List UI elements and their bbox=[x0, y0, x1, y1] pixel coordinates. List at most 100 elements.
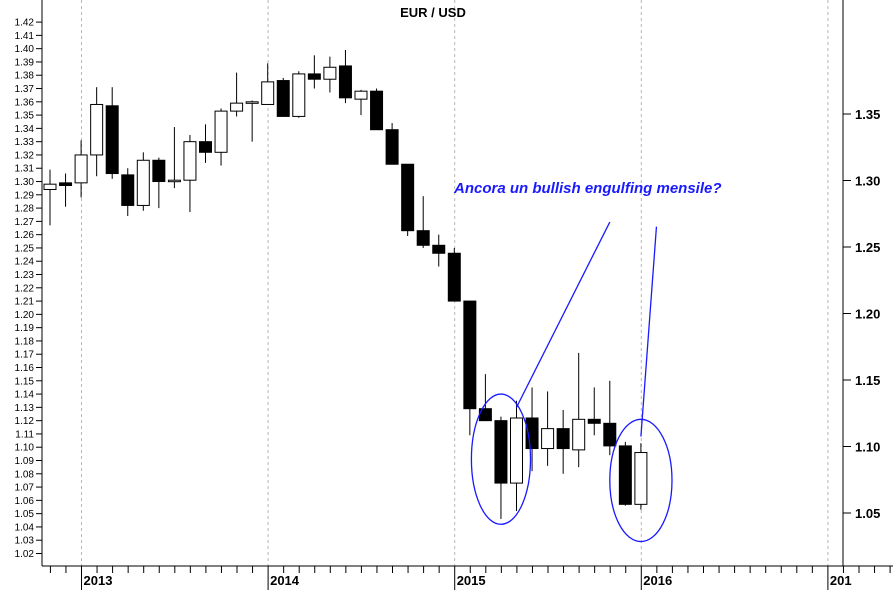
candle bbox=[385, 123, 399, 165]
candle bbox=[634, 443, 648, 510]
left-tick-label: 1.25 bbox=[15, 243, 35, 254]
left-tick-label: 1.17 bbox=[15, 350, 35, 361]
left-tick-label: 1.21 bbox=[15, 297, 35, 308]
candle-body-up bbox=[136, 159, 150, 206]
candle bbox=[43, 169, 57, 226]
candle-body-up bbox=[354, 90, 368, 100]
candle-body-down bbox=[385, 129, 399, 165]
left-tick-group: 1.42 1.41 1.40 1.39 1.38 1.37 1.36 1.35 1.34 1.33… bbox=[15, 18, 42, 560]
left-tick-label: 1.20 bbox=[15, 310, 35, 321]
candle bbox=[603, 380, 617, 456]
left-tick-label: 1.06 bbox=[15, 496, 35, 507]
candle bbox=[74, 140, 88, 198]
left-tick-label: 1.16 bbox=[15, 363, 35, 374]
candle-body-down bbox=[152, 159, 166, 183]
left-tick-label: 1.37 bbox=[15, 84, 35, 95]
left-tick-label: 1.19 bbox=[15, 323, 35, 334]
left-tick-label: 1.34 bbox=[15, 124, 35, 135]
left-tick-label: 1.03 bbox=[15, 536, 35, 547]
annotation-line bbox=[640, 226, 658, 437]
left-tick-label: 1.35 bbox=[15, 111, 35, 122]
candle bbox=[307, 55, 321, 89]
left-tick-label: 1.09 bbox=[15, 456, 35, 467]
candle-body-down bbox=[276, 80, 290, 117]
candle-body-down bbox=[199, 141, 212, 153]
candle bbox=[199, 124, 212, 163]
left-tick-label: 1.12 bbox=[15, 416, 35, 427]
candle bbox=[401, 163, 415, 236]
candle bbox=[447, 247, 461, 302]
chart-title: EUR / USD bbox=[400, 5, 466, 20]
left-tick-label: 1.39 bbox=[15, 57, 35, 68]
annotation-ellipse bbox=[609, 418, 673, 543]
right-tick-label: 1.10 bbox=[855, 440, 880, 455]
candle-body-up bbox=[541, 428, 555, 450]
candle-body-up bbox=[510, 417, 523, 484]
candle bbox=[152, 157, 166, 209]
left-tick-label: 1.04 bbox=[15, 522, 35, 533]
candle bbox=[121, 168, 135, 217]
candle bbox=[338, 49, 352, 104]
candle-body-up bbox=[634, 452, 648, 505]
left-tick-label: 1.08 bbox=[15, 469, 35, 480]
right-tick-label: 1.15 bbox=[855, 373, 880, 388]
candle-body-down bbox=[556, 428, 570, 450]
candle-body-down bbox=[370, 90, 384, 131]
left-tick-label: 1.40 bbox=[15, 44, 35, 55]
left-tick-label: 1.27 bbox=[15, 217, 35, 228]
candle bbox=[354, 89, 368, 116]
candle-body-up bbox=[292, 73, 306, 117]
candle bbox=[618, 441, 632, 506]
right-tick-label: 1.30 bbox=[855, 174, 880, 189]
left-tick-label: 1.33 bbox=[15, 137, 35, 148]
left-tick-label: 1.38 bbox=[15, 71, 35, 82]
candle bbox=[245, 100, 259, 142]
candle bbox=[292, 71, 306, 118]
left-tick-label: 1.23 bbox=[15, 270, 35, 281]
candle-body-up bbox=[245, 101, 259, 104]
left-tick-label: 1.15 bbox=[15, 376, 35, 387]
annotation-text: Ancora un bullish engulfing mensile? bbox=[453, 180, 722, 197]
candle bbox=[214, 108, 228, 166]
candle-body-up bbox=[183, 141, 197, 181]
right-tick-label: 1.35 bbox=[855, 107, 880, 122]
annotation-ellipse bbox=[470, 393, 532, 525]
left-tick-label: 1.05 bbox=[15, 509, 35, 520]
left-tick-label: 1.02 bbox=[15, 549, 35, 560]
annotation-layer bbox=[470, 221, 673, 543]
candle-body-down bbox=[432, 244, 446, 254]
candle bbox=[136, 152, 150, 211]
candle bbox=[510, 400, 523, 511]
candle bbox=[105, 87, 119, 179]
candle-body-down bbox=[494, 420, 508, 484]
candle bbox=[432, 234, 446, 267]
right-tick-label: 1.05 bbox=[855, 506, 880, 521]
candle bbox=[463, 300, 477, 436]
left-tick-label: 1.30 bbox=[15, 177, 35, 188]
candle-body-down bbox=[447, 252, 461, 302]
year-label: 2013 bbox=[84, 573, 113, 588]
left-tick-label: 1.36 bbox=[15, 97, 35, 108]
x-axis-tick-group: 2013 2014 2015 2016 201 bbox=[49, 566, 891, 590]
axis-layer bbox=[41, 0, 893, 567]
candle-body-down bbox=[401, 163, 415, 232]
candle-body-down bbox=[105, 105, 119, 175]
left-tick-label: 1.14 bbox=[15, 390, 35, 401]
left-tick-label: 1.13 bbox=[15, 403, 35, 414]
candle bbox=[541, 391, 555, 466]
candle bbox=[416, 196, 430, 248]
candle bbox=[59, 173, 73, 207]
left-tick-label: 1.41 bbox=[15, 31, 35, 42]
candle-body-down bbox=[618, 445, 632, 505]
candle bbox=[572, 352, 586, 468]
candle-body-up bbox=[90, 103, 104, 156]
left-tick-label: 1.11 bbox=[15, 429, 34, 440]
candle bbox=[183, 135, 197, 213]
candle-body-up bbox=[230, 102, 244, 112]
candlestick-series bbox=[43, 49, 648, 519]
left-tick-label: 1.22 bbox=[15, 283, 35, 294]
left-tick-label: 1.07 bbox=[15, 483, 35, 494]
